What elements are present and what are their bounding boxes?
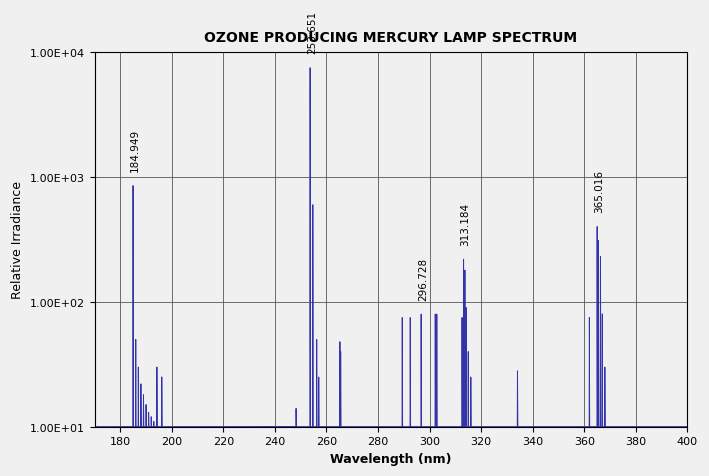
Y-axis label: Relative Irradiance: Relative Irradiance bbox=[11, 181, 24, 298]
Text: 184.949: 184.949 bbox=[130, 129, 140, 172]
Text: 253.651: 253.651 bbox=[307, 11, 317, 54]
Text: 365.016: 365.016 bbox=[594, 170, 604, 213]
Text: 313.184: 313.184 bbox=[461, 202, 471, 245]
Text: 296.728: 296.728 bbox=[418, 257, 428, 300]
Title: OZONE PRODUCING MERCURY LAMP SPECTRUM: OZONE PRODUCING MERCURY LAMP SPECTRUM bbox=[204, 31, 578, 45]
X-axis label: Wavelength (nm): Wavelength (nm) bbox=[330, 452, 452, 465]
